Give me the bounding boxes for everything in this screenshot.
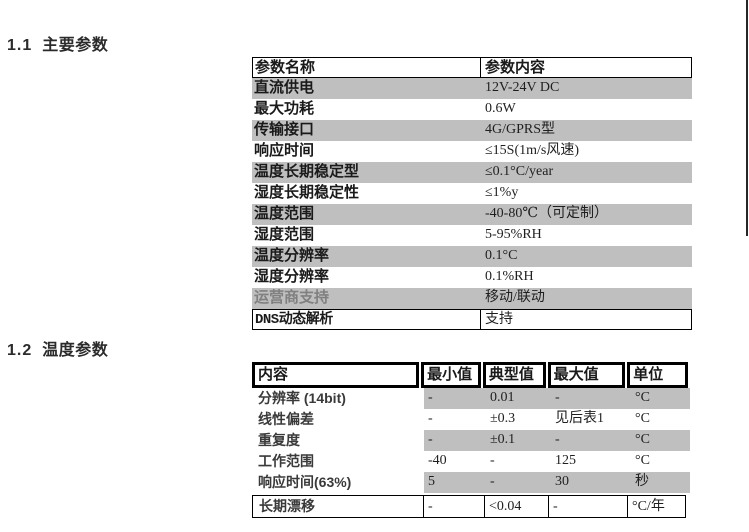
table-row: 直流供电 12V-24V DC [252,78,692,99]
table-row: DNS动态解析 支持 [252,309,692,330]
param-value: -40-80℃（可定制） [485,206,608,221]
column-header-min: 最小值 [421,362,481,388]
min-value: - [424,388,486,409]
param-value: 0.6W [485,101,516,116]
param-name: 湿度长期稳定性 [254,184,360,201]
max-value: - [551,388,631,409]
param-value: 12V-24V DC [485,80,560,95]
min-value: - [428,411,433,426]
section-title: 主要参数 [42,37,109,54]
column-header-content: 内容 [252,362,420,388]
page-edge-border [746,0,748,236]
table-row: 分辨率 (14bit) - 0.01 - °C [252,388,690,409]
section-number: 1.2 [7,342,33,359]
min-value: - [423,495,485,518]
table-row: 湿度范围 5-95%RH [252,225,692,246]
param-value: 支持 [484,312,513,327]
table-row: 温度分辨率 0.1°C [252,246,692,267]
param-name: 湿度分辨率 [254,268,330,285]
row-label: 重复度 [258,432,300,448]
typical-value: ±0.3 [490,411,516,426]
table-header-row: 参数名称 参数内容 [252,57,692,78]
table-row: 长期漂移 - <0.04 - °C/年 [252,495,690,518]
max-value: 125 [555,453,576,468]
row-label: 长期漂移 [252,495,424,518]
max-value: - [548,495,628,518]
unit-value: °C [631,430,690,451]
section-title: 温度参数 [42,342,109,359]
column-header-typical: 典型值 [482,362,546,388]
main-parameters-table: 参数名称 参数内容 直流供电 12V-24V DC 最大功耗 0.6W 传输接口… [252,57,692,330]
typical-value: ±0.1 [486,430,551,451]
typical-value: <0.04 [484,495,549,518]
unit-value: °C [635,411,650,426]
section-number: 1.1 [7,37,33,54]
max-value: 见后表1 [555,411,604,426]
param-value: 4G/GPRS型 [485,122,556,137]
table-row: 工作范围 -40 - 125 °C [252,451,690,472]
column-header-unit: 单位 [627,362,688,388]
section-heading-main-parameters: 1.1 主要参数 [7,31,108,55]
param-value: ≤0.1°C/year [485,164,554,179]
typical-value: - [490,453,495,468]
param-name: 直流供电 [254,79,315,96]
param-name: 最大功耗 [254,100,315,117]
table-row: 响应时间 ≤15S(1m/s风速) [252,141,692,162]
table-row: 线性偏差 - ±0.3 见后表1 °C [252,409,690,430]
row-label: 工作范围 [258,453,314,469]
table-header-row: 内容 最小值 典型值 最大值 单位 [252,362,690,388]
param-name: 湿度范围 [254,226,315,243]
min-value: -40 [428,453,447,468]
table-row: 运营商支持 移动/联动 [252,288,692,309]
table-row: 温度长期稳定型 ≤0.1°C/year [252,162,692,183]
table-row: 响应时间(63%) 5 - 30 秒 [252,472,690,493]
unit-value: °C/年 [627,495,686,518]
param-name: DNS动态解析 [253,310,481,329]
row-label: 分辨率 (14bit) [258,390,346,406]
table-row: 湿度长期稳定性 ≤1%y [252,183,692,204]
column-header-max: 最大值 [547,362,626,388]
param-value: 0.1°C [485,248,518,263]
min-value: - [424,430,486,451]
param-name: 传输接口 [254,121,315,138]
param-name: 响应时间 [254,142,315,159]
param-name: 温度范围 [254,205,315,222]
table-row: 最大功耗 0.6W [252,99,692,120]
section-heading-temperature-parameters: 1.2 温度参数 [7,336,108,360]
row-label: 线性偏差 [258,411,314,427]
unit-value: 秒 [631,472,690,493]
min-value: 5 [424,472,486,493]
param-value: 0.1%RH [485,269,534,284]
param-name: 温度长期稳定型 [254,163,360,180]
table-row: 传输接口 4G/GPRS型 [252,120,692,141]
table-row: 温度范围 -40-80℃（可定制） [252,204,692,225]
param-name: 运营商支持 [254,289,330,306]
param-value: 5-95%RH [485,227,542,242]
row-label: 响应时间(63%) [258,474,352,490]
param-value: 移动/联动 [485,290,545,305]
typical-value: 0.01 [486,388,551,409]
max-value: - [551,430,631,451]
param-value: ≤1%y [485,185,519,200]
typical-value: - [486,472,551,493]
param-name: 温度分辨率 [254,247,330,264]
temperature-parameters-table: 内容 最小值 典型值 最大值 单位 分辨率 (14bit) - 0.01 - °… [252,362,690,518]
table-row: 湿度分辨率 0.1%RH [252,267,692,288]
unit-value: °C [631,388,690,409]
column-header-param-content: 参数内容 [484,59,545,76]
max-value: 30 [551,472,631,493]
param-value: ≤15S(1m/s风速) [485,143,580,158]
unit-value: °C [635,453,650,468]
column-header-param-name: 参数名称 [253,58,481,77]
table-row: 重复度 - ±0.1 - °C [252,430,690,451]
